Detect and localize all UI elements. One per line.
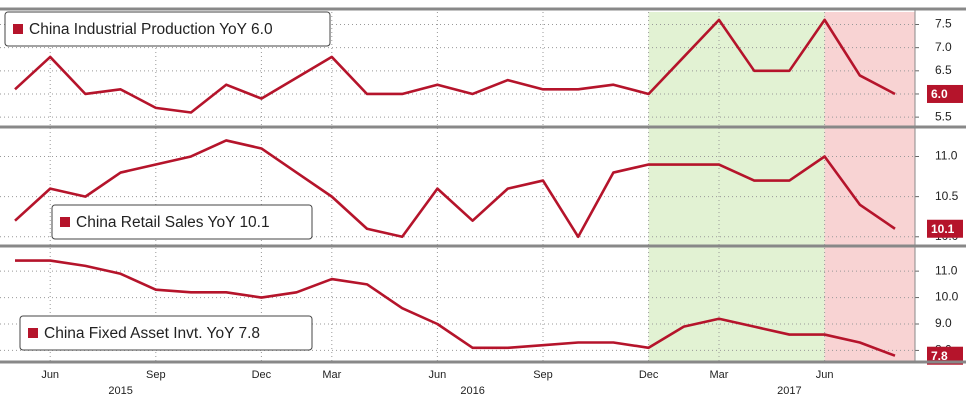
value-label-box: [927, 219, 963, 238]
legend-label: China Retail Sales YoY 10.1: [76, 214, 270, 231]
y-tick-label: 10.5: [935, 189, 959, 203]
y-tick-label: 9.0: [935, 316, 952, 330]
legend-box: [19, 315, 313, 351]
x-tick-label: Dec: [252, 369, 272, 381]
y-tick-label: 11.0: [935, 263, 958, 277]
legend-label: China Industrial Production YoY 6.0: [29, 21, 273, 38]
value-label: 7.8: [931, 349, 948, 363]
value-label: 6.0: [931, 87, 948, 101]
legend-swatch: [60, 217, 70, 227]
x-year-label: 2017: [777, 385, 801, 397]
y-tick-label: 7.0: [935, 40, 952, 54]
legend-swatch: [28, 328, 38, 338]
value-label: 10.1: [931, 222, 955, 236]
y-tick-label: 11.0: [935, 149, 958, 163]
legend-label: China Fixed Asset Invt. YoY 7.8: [44, 325, 260, 342]
x-tick-label: Mar: [322, 369, 341, 381]
value-label-box: [927, 84, 963, 103]
x-tick-label: Mar: [710, 369, 729, 381]
shaded-region: [648, 12, 825, 361]
x-year-label: 2015: [108, 385, 132, 397]
x-tick-label: Jun: [429, 369, 447, 381]
legend-swatch: [13, 24, 23, 34]
y-tick-label: 10.0: [935, 290, 959, 304]
y-tick-label: 7.5: [935, 17, 952, 31]
y-tick-label: 5.5: [935, 109, 952, 123]
legend-box: [4, 11, 331, 47]
line-series: [14, 18, 896, 114]
line-series: [14, 139, 896, 239]
legend-box: [51, 204, 313, 240]
x-tick-label: Dec: [639, 369, 659, 381]
value-label-box: [927, 346, 963, 365]
x-tick-label: Sep: [146, 369, 166, 381]
x-tick-label: Sep: [533, 369, 553, 381]
x-year-label: 2016: [460, 385, 484, 397]
x-tick-label: Jun: [816, 369, 834, 381]
line-series: [15, 259, 896, 357]
x-tick-label: Jun: [41, 369, 59, 381]
shaded-region: [824, 12, 915, 361]
y-tick-label: 6.5: [935, 63, 952, 77]
